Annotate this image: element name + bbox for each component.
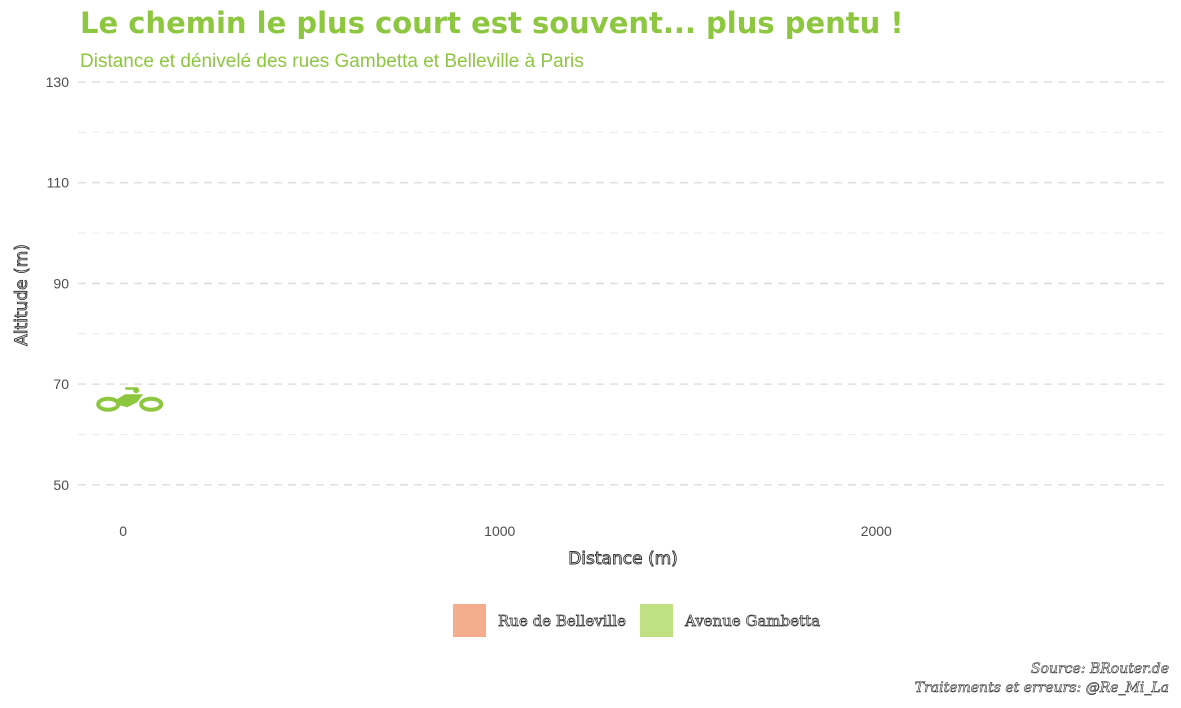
- y-tick-label: 90: [53, 275, 69, 291]
- tick-labels: 130 110 90 70 50 0 1000 2000: [46, 74, 892, 539]
- legend-item-gambetta: Avenue Gambetta: [639, 604, 821, 637]
- x-tick-label: 1000: [484, 523, 515, 539]
- caption: Source: BRouter.de Traitements et erreur…: [914, 660, 1170, 698]
- x-tick-label: 0: [119, 523, 127, 539]
- bicycle-handlebar: [125, 387, 138, 390]
- y-tick-label: 130: [46, 74, 70, 90]
- legend-key-gambetta: [639, 604, 673, 637]
- legend-key-belleville: [453, 604, 486, 637]
- legend: Rue de Belleville Avenue Gambetta: [453, 604, 834, 637]
- y-axis-title: Altitude (m): [12, 244, 32, 346]
- bicycle-front-wheel: [139, 396, 164, 412]
- y-tick-label: 70: [53, 376, 69, 392]
- x-axis-title: Distance (m): [568, 549, 678, 569]
- y-tick-label: 110: [47, 175, 70, 191]
- caption-credits: Traitements et erreurs: @Re_Mi_La: [914, 680, 1169, 697]
- marker-layer: [96, 387, 164, 412]
- bicycle-rear-wheel: [96, 396, 121, 412]
- bicycle-icon: [96, 387, 164, 412]
- y-tick-label: 50: [53, 477, 69, 493]
- chart-subtitle: Distance et dénivelé des rues Gambetta e…: [80, 51, 584, 72]
- legend-label-gambetta: Avenue Gambetta: [684, 611, 821, 630]
- grid-lines: [78, 81, 1170, 486]
- bicycle-body: [115, 394, 144, 408]
- caption-source: Source: BRouter.de: [1030, 661, 1170, 678]
- legend-label-belleville: Rue de Belleville: [498, 611, 627, 630]
- chart-title: Le chemin le plus court est souvent... p…: [80, 6, 904, 40]
- x-tick-label: 2000: [861, 523, 892, 539]
- legend-item-belleville: Rue de Belleville: [453, 604, 626, 637]
